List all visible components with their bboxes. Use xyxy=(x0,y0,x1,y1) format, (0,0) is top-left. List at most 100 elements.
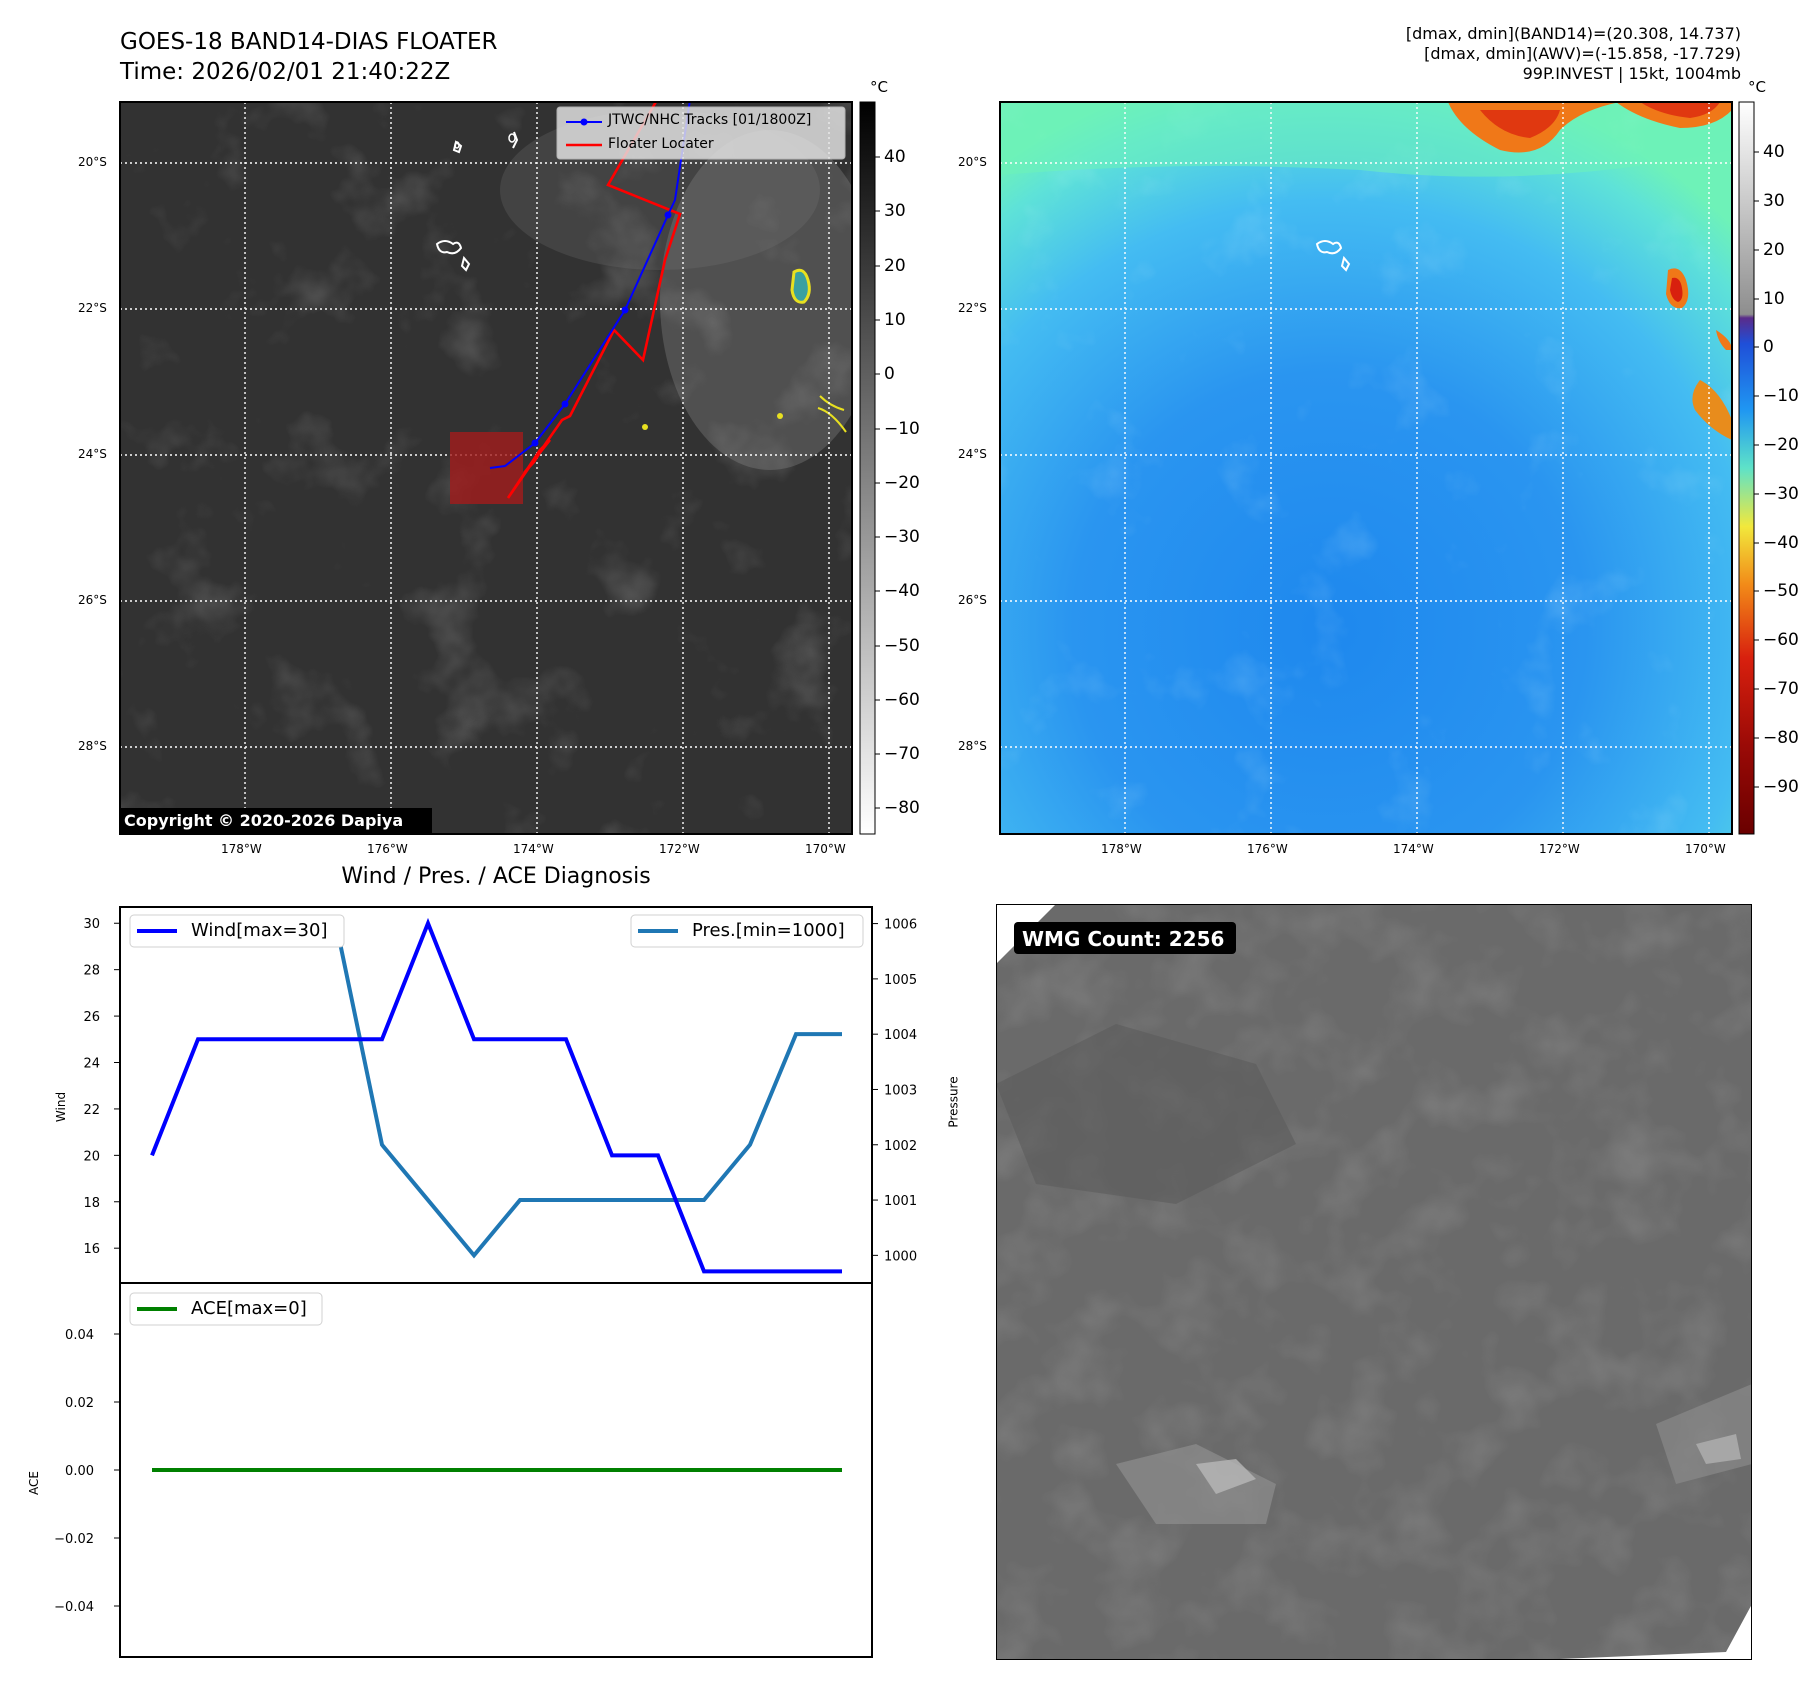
wind-legend xyxy=(129,914,345,948)
ace-tick-label: 0.02 xyxy=(65,1396,94,1411)
ace-axis-label: ACE xyxy=(26,1471,41,1495)
right-cbar-tick: −60 xyxy=(1763,630,1799,650)
left-lon-label-172w: 172°W xyxy=(659,842,700,856)
right-lon-label-178w: 178°W xyxy=(1101,842,1142,856)
ace-tick-label: −0.02 xyxy=(54,1532,94,1547)
right-colorbar-unit: °C xyxy=(1748,78,1766,96)
diagnosis-chart: 30 28 26 24 22 20 18 16 1006 1005 1004 1003 1002 1001… xyxy=(54,906,917,1658)
right-lat-label-26s: 26°S xyxy=(958,593,987,607)
pressure-tick-label: 1006 xyxy=(884,918,917,933)
left-lat-label-28s: 28°S xyxy=(78,739,107,753)
copyright-badge xyxy=(120,808,432,834)
left-colorbar-unit: °C xyxy=(870,78,888,96)
right-cbar-tick: 30 xyxy=(1763,191,1785,211)
right-cbar-tick: −50 xyxy=(1763,581,1799,601)
right-lon-label-176w: 176°W xyxy=(1247,842,1288,856)
ace-legend-label: ACE[max=0] xyxy=(191,1298,307,1319)
pressure-axis-label: Pressure xyxy=(946,1076,961,1128)
left-map-panel xyxy=(119,101,880,835)
wind-series-line xyxy=(150,917,842,1274)
right-lat-label-28s: 28°S xyxy=(958,739,987,753)
pressure-tick-label: 1001 xyxy=(884,1194,917,1209)
right-cbar-tick: −90 xyxy=(1763,777,1799,797)
wmg-panel xyxy=(996,904,1752,1660)
left-lon-label-170w: 170°W xyxy=(805,842,846,856)
right-cbar-tick: 20 xyxy=(1763,240,1785,260)
left-cbar-tick: −20 xyxy=(884,473,920,493)
right-lat-label-22s: 22°S xyxy=(958,301,987,315)
info-storm: 99P.INVEST | 15kt, 1004mb xyxy=(1522,64,1741,83)
right-cbar-tick: −40 xyxy=(1763,533,1799,553)
left-lat-label-26s: 26°S xyxy=(78,593,107,607)
wind-tick-label: 28 xyxy=(83,964,100,979)
ace-legend xyxy=(129,1292,323,1326)
left-colorbar xyxy=(859,101,876,835)
left-cbar-tick: 30 xyxy=(884,201,906,221)
right-cbar-tick: −20 xyxy=(1763,435,1799,455)
left-cbar-tick: 20 xyxy=(884,256,906,276)
pressure-tick-label: 1004 xyxy=(884,1028,917,1043)
figure-time: Time: 2026/02/01 21:40:22Z xyxy=(120,59,451,85)
legend-floater-label: Floater Locater xyxy=(608,136,714,152)
wind-tick-label: 18 xyxy=(83,1196,100,1211)
right-cbar-tick: −10 xyxy=(1763,386,1799,406)
wind-tick-label: 26 xyxy=(83,1010,100,1025)
left-cbar-tick: 0 xyxy=(884,364,895,384)
left-lat-label-22s: 22°S xyxy=(78,301,107,315)
ace-tick-label: 0.04 xyxy=(65,1328,94,1343)
pressure-tick-label: 1002 xyxy=(884,1139,917,1154)
right-lon-label-172w: 172°W xyxy=(1539,842,1580,856)
wind-tick-label: 22 xyxy=(83,1103,100,1118)
ace-tick-label: −0.04 xyxy=(54,1600,94,1615)
left-map-gridlines xyxy=(120,102,852,834)
left-map-legend xyxy=(556,106,846,160)
pressure-tick-label: 1005 xyxy=(884,973,917,988)
right-cbar-tick: 10 xyxy=(1763,289,1785,309)
floater-locater-line xyxy=(506,102,682,499)
left-cbar-tick: −60 xyxy=(884,690,920,710)
left-cbar-tick: −80 xyxy=(884,798,920,818)
right-lat-label-24s: 24°S xyxy=(958,447,987,461)
right-colorbar xyxy=(1738,101,1755,835)
left-cbar-tick: −10 xyxy=(884,419,920,439)
pres-legend xyxy=(630,914,864,948)
left-cbar-tick: 40 xyxy=(884,147,906,167)
pressure-tick-label: 1003 xyxy=(884,1083,917,1098)
wind-tick-label: 24 xyxy=(83,1057,100,1072)
pressure-tick-label: 1000 xyxy=(884,1249,917,1264)
wind-axis-label: Wind xyxy=(54,1091,69,1123)
right-map-gridlines xyxy=(1000,102,1732,834)
left-cbar-tick: 10 xyxy=(884,310,906,330)
left-lat-label-20s: 20°S xyxy=(78,155,107,169)
left-lat-label-24s: 24°S xyxy=(78,447,107,461)
left-lon-label-178w: 178°W xyxy=(221,842,262,856)
right-cbar-tick: −70 xyxy=(1763,679,1799,699)
wind-legend-label: Wind[max=30] xyxy=(191,920,328,941)
wind-tick-label: 16 xyxy=(83,1242,100,1257)
wmg-count-label: WMG Count: 2256 xyxy=(1022,927,1225,951)
copyright-text: Copyright © 2020-2026 Dapiya xyxy=(124,811,404,830)
left-cbar-tick: −30 xyxy=(884,527,920,547)
right-lat-label-20s: 20°S xyxy=(958,155,987,169)
left-lon-label-174w: 174°W xyxy=(513,842,554,856)
left-cbar-tick: −70 xyxy=(884,744,920,764)
figure-title: GOES-18 BAND14-DIAS FLOATER xyxy=(120,29,498,55)
right-cbar-tick: −30 xyxy=(1763,484,1799,504)
left-lon-label-176w: 176°W xyxy=(367,842,408,856)
left-cbar-tick: −40 xyxy=(884,581,920,601)
right-map-panel xyxy=(999,101,1759,835)
wind-tick-label: 30 xyxy=(83,917,100,932)
right-cbar-tick: −80 xyxy=(1763,728,1799,748)
wmg-badge xyxy=(1014,922,1236,954)
right-lon-label-170w: 170°W xyxy=(1685,842,1726,856)
right-lon-label-174w: 174°W xyxy=(1393,842,1434,856)
right-cbar-tick: 40 xyxy=(1763,142,1785,162)
wind-tick-label: 20 xyxy=(83,1149,100,1164)
right-cbar-tick: 0 xyxy=(1763,337,1774,357)
ace-tick-label: 0.00 xyxy=(65,1464,94,1479)
legend-jtwc-label: JTWC/NHC Tracks [01/1800Z] xyxy=(608,112,812,128)
left-cbar-tick: −50 xyxy=(884,636,920,656)
info-awv: [dmax, dmin](AWV)=(-15.858, -17.729) xyxy=(1424,44,1741,63)
jtwc-track-line xyxy=(489,102,691,469)
pres-legend-label: Pres.[min=1000] xyxy=(692,920,845,941)
